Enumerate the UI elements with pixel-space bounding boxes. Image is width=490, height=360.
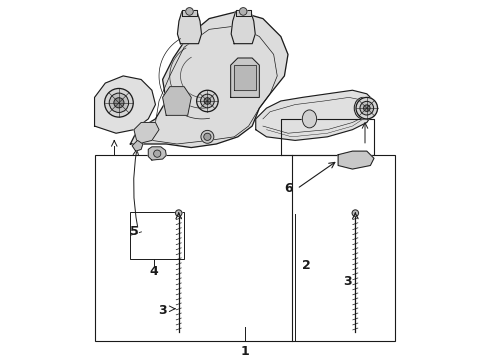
- Bar: [130, 212, 184, 258]
- Text: 1: 1: [241, 345, 249, 357]
- Ellipse shape: [354, 98, 372, 119]
- Text: 4: 4: [149, 265, 158, 278]
- Circle shape: [154, 150, 161, 157]
- Polygon shape: [134, 122, 159, 144]
- Polygon shape: [231, 12, 255, 44]
- Circle shape: [104, 89, 133, 117]
- Polygon shape: [256, 90, 374, 140]
- Polygon shape: [234, 65, 256, 90]
- Polygon shape: [231, 58, 259, 98]
- Circle shape: [240, 8, 247, 15]
- Polygon shape: [132, 140, 143, 151]
- Polygon shape: [95, 76, 155, 133]
- Circle shape: [196, 90, 218, 112]
- Circle shape: [201, 130, 214, 143]
- Text: 2: 2: [301, 259, 310, 272]
- Text: 5: 5: [130, 225, 139, 238]
- Polygon shape: [130, 12, 288, 148]
- Text: 3: 3: [158, 304, 167, 317]
- Polygon shape: [148, 147, 166, 160]
- Polygon shape: [338, 151, 374, 169]
- Text: 6: 6: [285, 182, 294, 195]
- Circle shape: [364, 105, 370, 111]
- Circle shape: [360, 102, 373, 115]
- Circle shape: [352, 210, 359, 216]
- Circle shape: [356, 98, 377, 119]
- Circle shape: [204, 98, 211, 104]
- Bar: [95, 155, 395, 341]
- Circle shape: [109, 93, 128, 112]
- Circle shape: [204, 133, 211, 140]
- Polygon shape: [236, 10, 251, 16]
- Text: 3: 3: [343, 275, 352, 288]
- Circle shape: [186, 8, 193, 15]
- Circle shape: [200, 94, 214, 108]
- Ellipse shape: [302, 110, 317, 128]
- Circle shape: [175, 210, 182, 216]
- Polygon shape: [163, 87, 191, 115]
- Circle shape: [114, 98, 124, 108]
- Polygon shape: [182, 10, 197, 16]
- Polygon shape: [177, 12, 201, 44]
